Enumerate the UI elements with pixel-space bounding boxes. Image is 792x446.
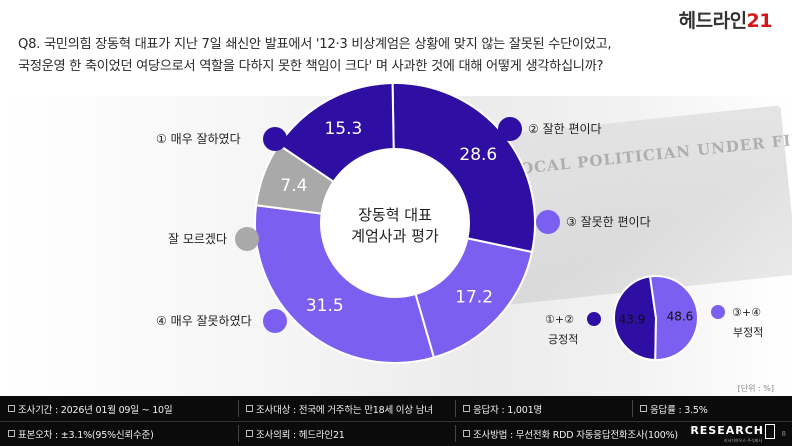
legend-negative-dot: [711, 305, 725, 319]
summary-pie-value-label: 48.6: [667, 310, 694, 324]
donut-value-label: 7.4: [280, 176, 307, 196]
question-text: Q8. 국민의힘 장동혁 대표가 지난 7일 쇄신안 발표에서 '12·3 비상…: [18, 34, 758, 78]
donut-value-label: 15.3: [324, 119, 362, 139]
legend-dont-know-label: 잘 모르겠다: [168, 232, 227, 246]
legend-very-good-dot: [263, 127, 287, 151]
survey-response-rate: 응답률 : 3.5%: [640, 402, 708, 416]
summary-pie-slice: [648, 275, 699, 361]
footer-row-separator: [0, 421, 792, 422]
survey-period: 조사기간 : 2026년 01월 09일 ~ 10일: [8, 402, 173, 416]
legend-negative-code: ③+④: [732, 306, 761, 319]
survey-client: 조사의뢰 : 헤드라인21: [246, 427, 345, 441]
brand-name: 헤드라인: [678, 10, 747, 32]
footer-row-2: 표본오차 : ±3.1%(95%신뢰수준) 조사의뢰 : 헤드라인21 조사방법…: [0, 421, 792, 446]
donut-value-label: 31.5: [306, 296, 344, 316]
footer-divider: [238, 400, 239, 417]
research-logo-mark: [765, 424, 775, 439]
survey-target: 조사대상 : 전국에 거주하는 만18세 이상 남녀: [246, 402, 433, 416]
footer-divider: [632, 400, 633, 417]
legend-very-bad-dot: [263, 309, 287, 333]
footer-divider: [455, 425, 456, 442]
summary-pie-chart: 43.9 48.6: [613, 275, 699, 362]
legend-negative-word: 부정적: [733, 326, 763, 339]
footer-divider: [238, 425, 239, 442]
footer-divider: [455, 400, 456, 417]
donut-center: [321, 149, 469, 297]
legend-dont-know-dot: [235, 227, 259, 251]
legend-bad-dot: [536, 210, 560, 234]
question-line-1: Q8. 국민의힘 장동혁 대표가 지난 7일 쇄신안 발표에서 '12·3 비상…: [18, 37, 612, 52]
survey-method: 조사방법 : 무선전화 RDD 자동응답전화조사(100%): [463, 427, 678, 441]
survey-info-footer: 조사기간 : 2026년 01월 09일 ~ 10일 조사대상 : 전국에 거주…: [0, 396, 792, 446]
unit-note: [단위 : %]: [737, 384, 774, 393]
legend-positive-dot: [587, 312, 601, 326]
legend-positive-word: 긍정적: [548, 333, 578, 346]
donut-center-line-2: 계엄사과 평가: [351, 227, 439, 245]
research-logo-sub: 리서치하우스 주식회사: [723, 438, 762, 443]
page-number: 8: [781, 430, 786, 438]
legend-positive-code: ①+②: [545, 313, 574, 326]
legend-good-dot: [498, 117, 522, 141]
brand-number: 21: [746, 10, 773, 32]
summary-pie-slice: [613, 275, 658, 362]
survey-respondents: 응답자 : 1,001명: [463, 402, 542, 416]
legend-good-label: ② 잘한 편이다: [528, 122, 602, 136]
brand-logo: 헤드라인21: [678, 6, 773, 33]
legend-bad-label: ③ 잘못한 편이다: [566, 215, 651, 229]
research-logo: RESEARCH: [690, 424, 764, 437]
question-line-2: 국정운영 한 축이었던 여당으로서 역할을 다하지 못한 책임이 크다' 며 사…: [18, 59, 604, 74]
legend-very-bad-label: ④ 매우 잘못하였다: [156, 314, 252, 328]
summary-pie-value-label: 43.9: [619, 313, 646, 327]
legend-very-good-label: ① 매우 잘하였다: [156, 132, 241, 146]
donut-center-line-1: 장동혁 대표: [358, 206, 432, 224]
survey-margin: 표본오차 : ±3.1%(95%신뢰수준): [8, 427, 154, 441]
donut-value-label: 17.2: [455, 287, 493, 307]
footer-row-1: 조사기간 : 2026년 01월 09일 ~ 10일 조사대상 : 전국에 거주…: [0, 396, 792, 421]
donut-value-label: 28.6: [459, 145, 497, 165]
